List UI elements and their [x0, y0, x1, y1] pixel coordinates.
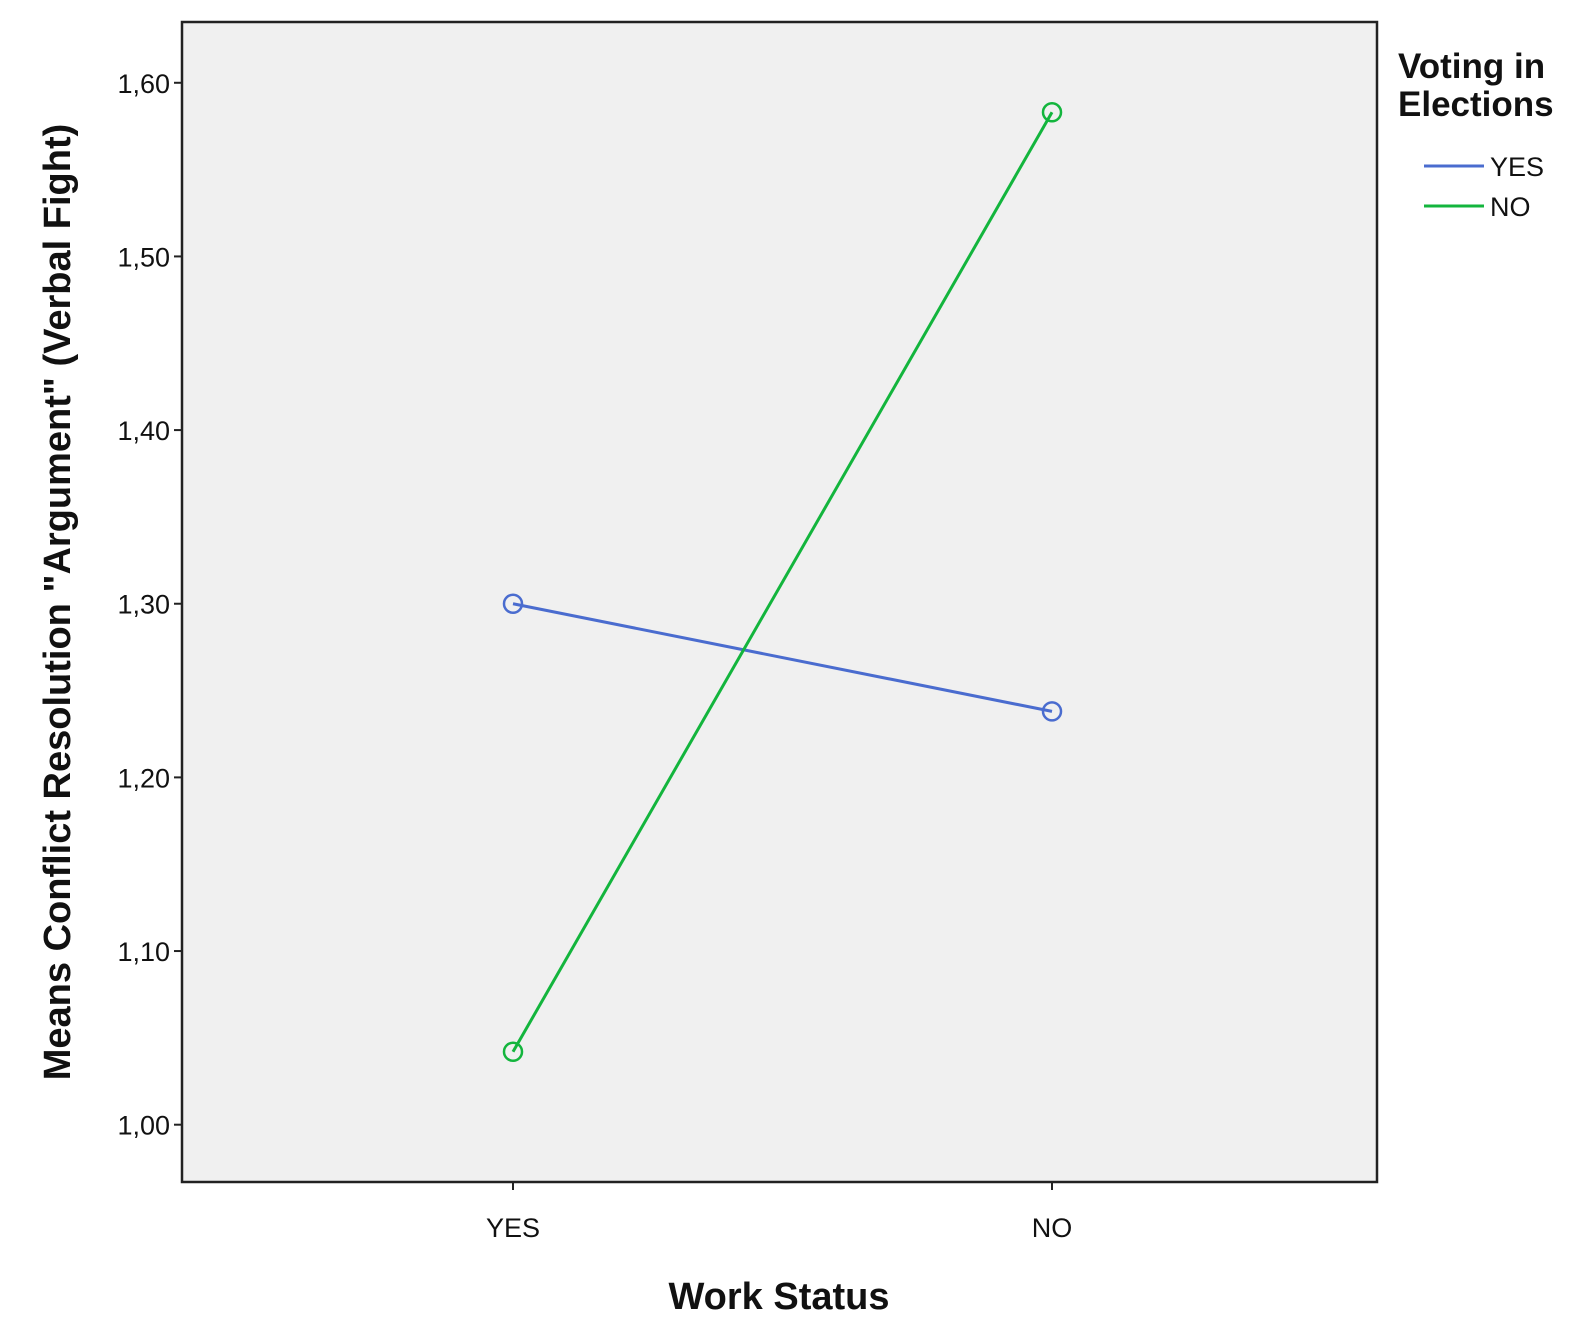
series-line-yes	[512, 602, 1053, 713]
y-tick-label: 1,20	[117, 763, 170, 793]
y-axis: 1,00 1,10 1,20 1,30 1,40 1,50 1,60	[117, 69, 182, 1141]
y-tick-label: 1,10	[117, 937, 170, 967]
data-point-yes-no	[1041, 701, 1063, 722]
legend-label-yes: YES	[1490, 152, 1544, 182]
data-point-yes-yes	[502, 593, 524, 614]
x-tick-label: YES	[486, 1213, 540, 1243]
data-point-no-yes	[502, 1041, 524, 1063]
y-tick-label: 1,40	[117, 416, 170, 446]
y-tick-label: 1,00	[117, 1111, 170, 1141]
x-axis: YES NO	[486, 1182, 1072, 1243]
legend-title-line-2: Elections	[1398, 85, 1554, 124]
y-tick-label: 1,30	[117, 590, 170, 620]
legend: Voting in Elections YES NO	[1398, 47, 1554, 222]
series-layer	[502, 102, 1063, 1063]
legend-title-line-1: Voting in	[1398, 47, 1545, 86]
series-line-no	[511, 111, 1054, 1053]
y-axis-title: Means Conflict Resolution "Argument" (Ve…	[37, 124, 79, 1081]
y-tick-label: 1,60	[117, 69, 170, 99]
data-point-no-no	[1041, 102, 1063, 123]
y-tick-label: 1,50	[117, 242, 170, 272]
legend-label-no: NO	[1490, 192, 1531, 222]
x-tick-label: NO	[1032, 1213, 1073, 1243]
plot-area	[180, 20, 1379, 1184]
x-axis-title: Work Status	[668, 1276, 889, 1318]
